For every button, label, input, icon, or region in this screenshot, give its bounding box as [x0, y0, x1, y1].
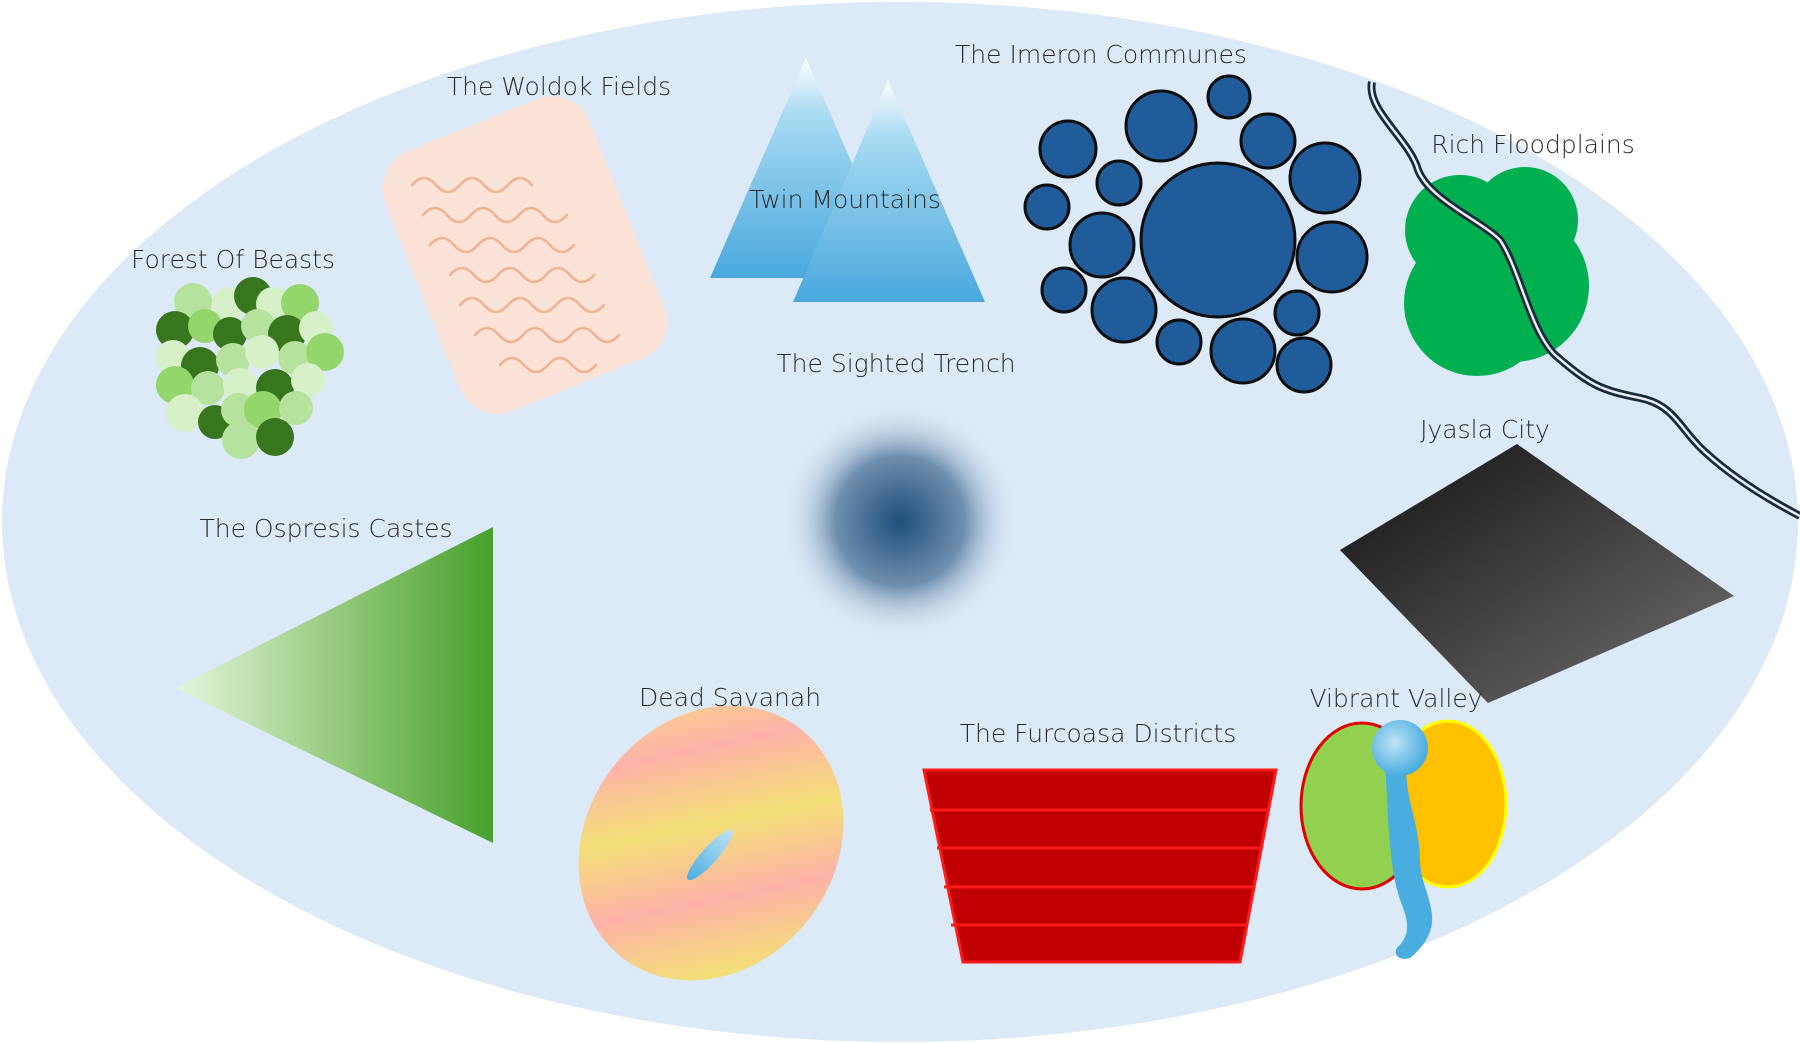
valley-spring	[1372, 720, 1428, 776]
dead-savanah-label: Dead Savanah	[639, 683, 821, 712]
forest-tree	[241, 309, 275, 343]
woldok-fields-label: The Woldok Fields	[447, 72, 671, 101]
savanah-sinkhole	[687, 829, 733, 881]
twin-mountains-region[interactable]: Twin Mountains	[710, 58, 985, 302]
jyasla-city-shape	[1340, 444, 1734, 703]
commune	[1239, 112, 1297, 170]
woldok-fields-furrows	[410, 176, 621, 374]
commune	[1124, 89, 1198, 163]
floodplain-river-inner	[1370, 81, 1800, 518]
commune	[1206, 74, 1252, 120]
commune	[1023, 183, 1071, 231]
commune	[1273, 289, 1321, 337]
forest-tree	[191, 371, 225, 405]
imeron-communes-label: The Imeron Communes	[955, 40, 1247, 69]
forest-tree	[156, 311, 194, 349]
forest-tree	[222, 421, 260, 459]
forest-of-beasts-label: Forest Of Beasts	[131, 245, 335, 274]
vibrant-valley-label: Vibrant Valley	[1309, 684, 1482, 713]
commune	[1068, 211, 1136, 279]
furcoasa-districts-shape	[922, 768, 1278, 964]
forest-tree	[223, 368, 257, 402]
forest-tree	[256, 418, 294, 456]
commune	[1155, 318, 1203, 366]
commune-center	[1139, 161, 1297, 319]
forest-tree	[306, 333, 344, 371]
commune	[1288, 141, 1362, 215]
commune	[1295, 220, 1369, 294]
commune	[1275, 336, 1333, 394]
forest-tree	[279, 391, 313, 425]
jyasla-city-label: Jyasla City	[1420, 415, 1550, 444]
forest-tree	[166, 394, 204, 432]
commune	[1095, 159, 1143, 207]
ospresis-castes-region[interactable]: The Ospresis Castes	[175, 514, 493, 843]
rich-floodplains-label: Rich Floodplains	[1431, 130, 1635, 159]
sighted-trench-region[interactable]: The Sighted Trench	[776, 349, 1018, 639]
trench-basin	[782, 403, 1018, 639]
ospresis-castes-shape	[175, 527, 493, 843]
forest-tree	[213, 317, 247, 351]
imeron-communes-region[interactable]: The Imeron Communes	[955, 40, 1369, 394]
furcoasa-districts-region[interactable]: The Furcoasa Districts	[922, 719, 1278, 964]
mountain-peak-east	[793, 80, 985, 302]
jyasla-city-region[interactable]: Jyasla City	[1340, 415, 1734, 703]
woldok-fields-region[interactable]: The Woldok Fields	[371, 72, 680, 426]
valley-river	[1385, 750, 1433, 959]
dead-savanah-region[interactable]: Dead Savanah	[524, 652, 898, 1033]
commune	[1040, 266, 1088, 314]
sighted-trench-label: The Sighted Trench	[776, 349, 1015, 378]
forest-of-beasts-region[interactable]: Forest Of Beasts	[131, 245, 344, 459]
twin-mountains-label: Twin Mountains	[749, 185, 941, 214]
ospresis-castes-label: The Ospresis Castes	[199, 514, 452, 543]
forest-tree	[245, 335, 279, 369]
furcoasa-districts-label: The Furcoasa Districts	[960, 719, 1237, 748]
commune	[1038, 119, 1098, 179]
commune	[1209, 317, 1277, 385]
forest-tree	[291, 363, 325, 397]
commune	[1090, 276, 1158, 344]
vibrant-valley-region[interactable]: Vibrant Valley	[1299, 684, 1508, 959]
rich-floodplains-region[interactable]: Rich Floodplains	[1367, 81, 1800, 520]
